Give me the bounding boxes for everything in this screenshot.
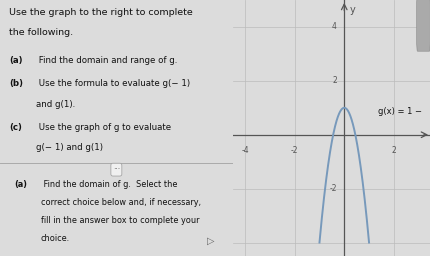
Text: -4: -4 [241,145,249,155]
Text: g(− 1) and g(1): g(− 1) and g(1) [36,143,103,152]
FancyBboxPatch shape [416,0,429,51]
Text: Find the domain of g.  Select the: Find the domain of g. Select the [40,180,177,189]
Text: 4: 4 [331,23,336,31]
Text: fill in the answer box to complete your: fill in the answer box to complete your [40,216,199,225]
Text: and g(1).: and g(1). [36,100,75,109]
Text: 2: 2 [331,76,336,85]
Text: (b): (b) [9,79,23,88]
Text: -2: -2 [290,145,298,155]
Text: correct choice below and, if necessary,: correct choice below and, if necessary, [40,198,200,207]
Text: Use the graph of g to evaluate: Use the graph of g to evaluate [36,123,171,132]
Text: y: y [348,5,354,15]
Text: Use the graph to the right to complete: Use the graph to the right to complete [9,8,193,17]
Text: Use the formula to evaluate g(− 1): Use the formula to evaluate g(− 1) [36,79,190,88]
Text: ▷: ▷ [206,236,214,246]
Text: (c): (c) [9,123,22,132]
Text: 2: 2 [390,145,395,155]
Text: (a): (a) [9,56,23,65]
Text: -2: -2 [329,184,336,193]
Text: (a): (a) [14,180,27,189]
Text: ···: ··· [113,165,120,174]
Text: the following.: the following. [9,28,73,37]
Text: choice.: choice. [40,234,70,243]
Text: g(x) = 1 −: g(x) = 1 − [377,107,421,116]
Text: Find the domain and range of g.: Find the domain and range of g. [36,56,177,65]
